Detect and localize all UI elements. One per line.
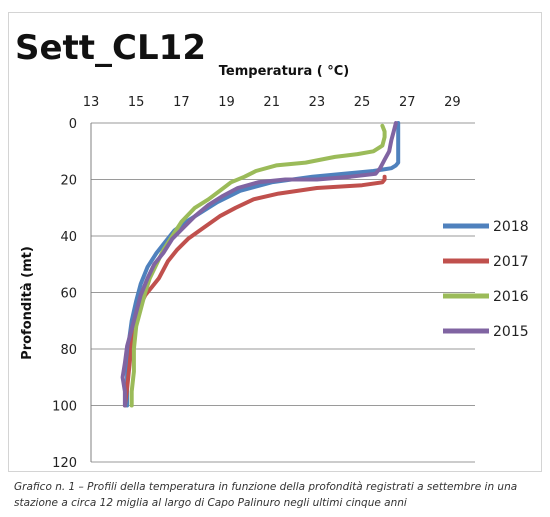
y-tick-label-3: 60 [60, 287, 77, 302]
series-lines [120, 121, 401, 408]
series-line-2016 [129, 123, 387, 408]
legend-label-2017: 2017 [493, 254, 529, 270]
series-line-2017 [122, 174, 387, 408]
y-tick-label-5: 100 [52, 400, 77, 415]
x-axis-title: Temperatura ( °C) [219, 64, 349, 79]
gridlines [90, 122, 475, 463]
caption-line-1: Grafico n. 1 – Profili della temperatura… [14, 481, 518, 493]
y-tick-label-1: 20 [60, 174, 77, 189]
chart-title: Sett_CL12 [15, 28, 206, 68]
x-tick-label-2: 17 [173, 95, 190, 110]
chart-frame: Sett_CL12 Temperatura ( °C) 0 20 40 60 80 100… [8, 12, 542, 472]
y-tick-label-6: 120 [52, 456, 77, 471]
x-tick-label-7: 27 [399, 95, 416, 110]
y-tick-label-4: 80 [60, 343, 77, 358]
x-tick-label-5: 23 [309, 95, 326, 110]
x-tick-labels: 13 15 17 19 21 23 25 27 29 [83, 95, 461, 110]
x-tick-label-0: 13 [83, 95, 100, 110]
x-tick-label-8: 29 [444, 95, 461, 110]
series-line-2015 [120, 121, 398, 408]
legend-label-2018: 2018 [493, 219, 529, 235]
legend: 2018 2017 2016 2015 [443, 219, 529, 340]
x-tick-label-1: 15 [128, 95, 145, 110]
caption-line-2: stazione a circa 12 miglia al largo di C… [14, 497, 407, 509]
y-tick-labels: 0 20 40 60 80 100 120 [52, 117, 77, 471]
legend-label-2015: 2015 [493, 324, 529, 340]
figure-caption: Grafico n. 1 – Profili della temperatura… [14, 479, 544, 511]
x-tick-label-3: 19 [218, 95, 235, 110]
temperature-depth-chart: Sett_CL12 Temperatura ( °C) 0 20 40 60 80 100… [15, 28, 529, 471]
x-tick-label-6: 25 [354, 95, 371, 110]
x-tick-label-4: 21 [263, 95, 280, 110]
y-tick-label-2: 40 [60, 230, 77, 245]
y-axis-title: Profondità (mt) [20, 246, 35, 360]
legend-label-2016: 2016 [493, 289, 529, 305]
y-tick-label-0: 0 [69, 117, 77, 132]
